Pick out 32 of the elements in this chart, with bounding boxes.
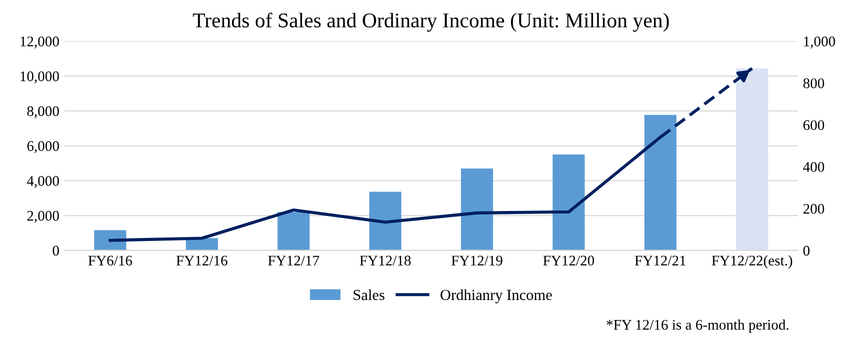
x-tick-label: FY12/17 [268, 256, 320, 266]
chart-title: Trends of Sales and Ordinary Income (Unit: Million yen) [192, 12, 669, 32]
x-tick-label: FY6/16 [88, 256, 132, 266]
x-tick-label: FY12/22(est.) [712, 255, 792, 268]
bar [460, 168, 494, 250]
x-tick-label: FY12/20 [543, 256, 594, 266]
bar [278, 212, 310, 250]
bar [552, 154, 585, 250]
bar [736, 68, 768, 250]
y2-tick-label: 0 [803, 246, 810, 256]
x-tick-label: FY12/19 [451, 256, 502, 266]
x-tick-label: FY12/21 [634, 256, 686, 266]
y-tick-label: 4,000 [26, 176, 59, 188]
bar [94, 230, 126, 250]
y-tick-label: 0 [52, 246, 59, 256]
x-tick-label: FY12/16 [176, 256, 228, 266]
y2-tick-label: 600 [803, 120, 824, 130]
y2-tick-label: 800 [803, 78, 824, 88]
y-tick-label: 12,000 [20, 36, 59, 48]
y2-tick-label: 400 [803, 162, 824, 172]
y-tick-label: 10,000 [20, 71, 59, 84]
bar [644, 114, 676, 250]
bar [369, 192, 402, 250]
legend-label: Sales [354, 289, 384, 300]
y2-tick-label: 200 [803, 204, 824, 214]
y2-tick-label: 1,000 [804, 36, 836, 48]
legend-label: Ordhianry Income [440, 289, 552, 304]
text: *FY 12/16 is a 6-month period. [606, 319, 788, 333]
y-tick-label: 2,000 [27, 210, 59, 223]
y-tick-label: 6,000 [27, 141, 59, 154]
x-tick-label: FY12/18 [360, 256, 411, 266]
y-tick-label: 8,000 [27, 106, 59, 118]
